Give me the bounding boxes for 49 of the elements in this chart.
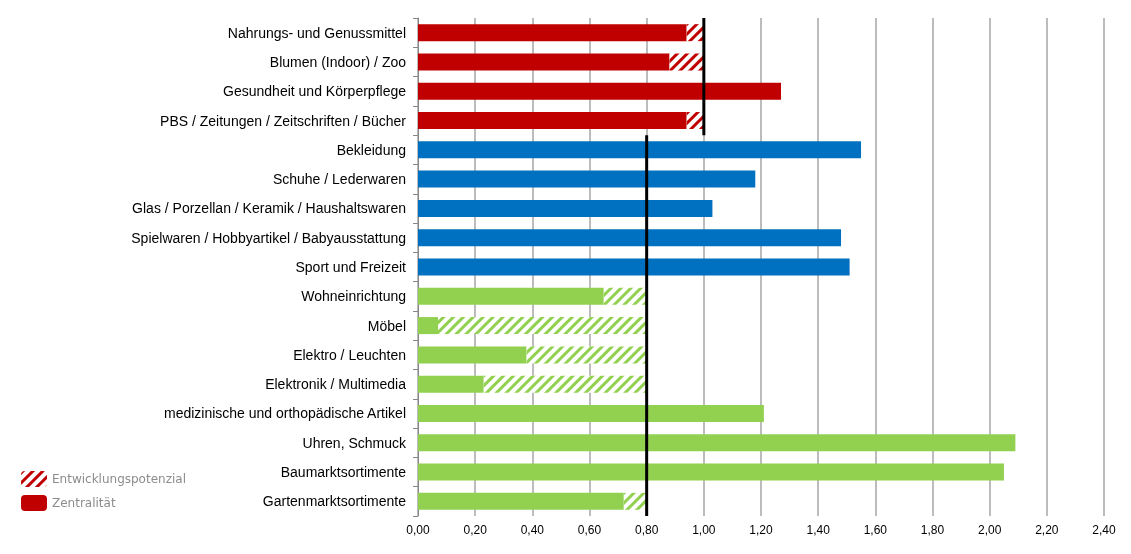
bar <box>418 112 687 130</box>
bar <box>418 404 764 422</box>
x-tick-label: 1,20 <box>749 523 773 537</box>
y-tick-label: Glas / Porzellan / Keramik / Haushaltswaren <box>132 200 406 217</box>
y-tick-label: Sport und Freizeit <box>295 259 407 275</box>
bar <box>418 317 439 335</box>
x-tick-label: 2,20 <box>1035 523 1059 537</box>
bar <box>418 434 1016 452</box>
y-tick-label: Baumarktsortimente <box>280 464 407 481</box>
y-tick-label: Gesundheit und Körperpflege <box>223 83 407 100</box>
x-tick-label: 1,80 <box>920 523 945 537</box>
y-tick-label: Elektro / Leuchten <box>293 346 406 363</box>
bar <box>418 53 670 71</box>
bar <box>418 199 713 217</box>
x-tick-label: 2,40 <box>1092 523 1116 537</box>
bar <box>418 170 756 188</box>
bar <box>418 375 484 393</box>
bar <box>418 463 1004 481</box>
y-tick-label: Spielwaren / Hobbyartikel / Babyausstattung <box>131 229 406 246</box>
x-tick-label: 0,00 <box>406 523 430 537</box>
bar <box>418 24 687 42</box>
y-tick-label: Wohneinrichtung <box>301 288 406 305</box>
legend-label: Zentralität <box>52 496 116 510</box>
bar <box>418 141 862 159</box>
y-tick-label: Möbel <box>367 317 406 334</box>
bar <box>418 346 527 364</box>
x-tick-label: 1,40 <box>806 523 831 537</box>
y-tick-label: Gartenmarktsortimente <box>262 493 407 510</box>
y-tick-label: Schuhe / Lederwaren <box>272 171 406 188</box>
x-tick-label: 2,00 <box>977 523 1002 537</box>
y-tick-label: medizinische und orthopädische Artikel <box>163 405 406 422</box>
bar <box>418 287 604 305</box>
x-tick-label: 0,40 <box>520 523 545 537</box>
y-tick-label: Bekleidung <box>336 141 406 158</box>
x-tick-label: 1,60 <box>863 523 888 537</box>
x-tick-label: 1,00 <box>692 523 716 537</box>
y-tick-label: Blumen (Indoor) / Zoo <box>269 53 407 70</box>
y-tick-label: Uhren, Schmuck <box>302 434 407 451</box>
bar <box>418 258 850 276</box>
bar <box>418 492 624 510</box>
bar <box>418 82 782 100</box>
x-tick-label: 0,80 <box>634 523 659 537</box>
y-tick-label: PBS / Zeitungen / Zeitschriften / Bücher <box>160 112 407 129</box>
legend-label: Entwicklungspotenzial <box>52 472 186 486</box>
x-tick-label: 0,20 <box>463 523 488 537</box>
y-tick-label: Nahrungs- und Genussmittel <box>227 24 406 41</box>
y-tick-label: Elektronik / Multimedia <box>265 376 407 393</box>
x-tick-label: 0,60 <box>577 523 602 537</box>
bar <box>418 229 842 247</box>
